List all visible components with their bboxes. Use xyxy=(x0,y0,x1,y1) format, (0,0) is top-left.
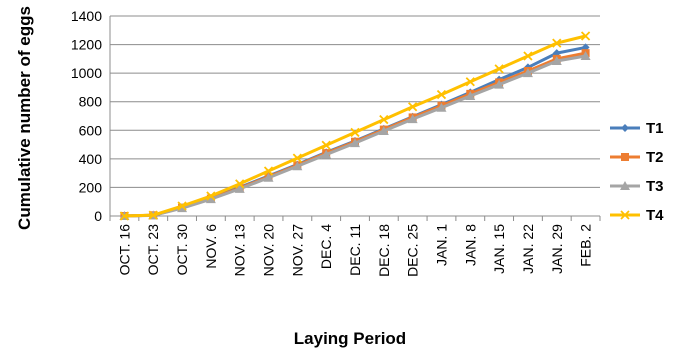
data-point xyxy=(408,102,418,112)
data-point xyxy=(436,102,447,112)
x-tick-label: DEC. 18 xyxy=(376,224,392,277)
y-tick-labels: 0 200 400 600 800 1000 1200 1400 xyxy=(71,8,102,224)
data-point xyxy=(235,179,245,189)
x-tick-label: OCT. 30 xyxy=(174,224,190,276)
y-tick-label: 0 xyxy=(94,208,102,224)
series-line xyxy=(124,54,586,218)
data-point xyxy=(620,210,630,220)
data-point xyxy=(465,77,475,87)
data-point xyxy=(148,210,158,220)
data-point xyxy=(205,194,216,204)
data-point xyxy=(580,51,591,60)
x-tick-label: OCT. 16 xyxy=(116,224,132,276)
y-tick-label: 600 xyxy=(79,122,103,138)
x-axis-title: Laying Period xyxy=(294,329,406,348)
y-tick-label: 1000 xyxy=(71,65,102,81)
x-tick-label: JAN. 15 xyxy=(491,224,507,274)
series-t4 xyxy=(119,31,591,221)
data-point xyxy=(206,191,216,201)
axes xyxy=(109,16,601,221)
data-point xyxy=(494,79,505,89)
legend-item-t1: T1 xyxy=(610,120,664,137)
legend-item-t2: T2 xyxy=(610,149,664,166)
data-point xyxy=(407,114,418,124)
data-point xyxy=(263,172,274,182)
x-tick-label: NOV. 13 xyxy=(232,224,248,277)
x-tick-label: DEC. 25 xyxy=(405,224,421,277)
y-tick-label: 800 xyxy=(79,94,103,110)
data-point xyxy=(621,124,629,132)
data-point xyxy=(321,140,331,150)
data-point xyxy=(234,183,245,193)
data-point xyxy=(465,91,476,100)
series-line xyxy=(124,34,586,218)
legend-item-t3: T3 xyxy=(610,178,664,195)
data-point xyxy=(292,153,302,163)
legend: T1 T2 T3 T4 xyxy=(610,120,664,224)
legend-label: T4 xyxy=(646,207,664,224)
y-tick-label: 1400 xyxy=(71,8,102,24)
legend-label: T1 xyxy=(646,120,664,137)
data-point xyxy=(379,114,389,125)
series-lines xyxy=(119,31,591,221)
series-t3 xyxy=(119,51,591,220)
data-point xyxy=(263,166,274,176)
data-point xyxy=(494,64,504,74)
x-tick-label: JAN. 8 xyxy=(462,224,478,266)
series-t2 xyxy=(120,49,590,220)
x-tick-label: NOV. 20 xyxy=(261,224,277,277)
data-point xyxy=(552,38,562,48)
x-tick-label: DEC. 4 xyxy=(318,224,334,269)
y-axis-title: Cumulative number of eggs xyxy=(15,6,34,230)
x-tick-label: JAN. 29 xyxy=(549,224,565,274)
x-tick-labels: OCT. 16 OCT. 23 OCT. 30 NOV. 6 NOV. 13 NOV. 2… xyxy=(116,224,593,277)
x-tick-label: FEB. 2 xyxy=(578,224,594,267)
data-point xyxy=(321,149,332,159)
x-tick-label: DEC. 11 xyxy=(347,224,363,276)
legend-item-t4: T4 xyxy=(610,207,664,224)
gridlines xyxy=(110,15,600,217)
data-point xyxy=(436,89,447,100)
y-tick-label: 200 xyxy=(79,179,103,195)
data-point xyxy=(523,51,533,61)
y-tick-label: 1200 xyxy=(71,37,102,53)
x-tick-label: NOV. 27 xyxy=(289,224,305,277)
data-point xyxy=(580,31,591,41)
x-tick-label: JAN. 22 xyxy=(520,224,536,274)
data-point xyxy=(551,56,562,65)
y-tick-label: 400 xyxy=(79,151,103,167)
x-tick-label: OCT. 23 xyxy=(145,224,161,276)
x-tick-label: NOV. 6 xyxy=(203,224,219,269)
legend-label: T3 xyxy=(646,178,664,195)
data-point xyxy=(350,127,360,138)
data-point xyxy=(119,211,130,221)
data-point xyxy=(177,201,187,211)
data-point xyxy=(620,181,630,190)
x-tick-label: JAN. 1 xyxy=(433,224,449,266)
data-point xyxy=(292,161,303,171)
data-point xyxy=(378,126,389,135)
legend-label: T2 xyxy=(646,149,664,166)
data-point xyxy=(177,203,188,213)
data-point xyxy=(621,153,629,161)
data-point xyxy=(522,68,533,78)
data-point xyxy=(350,138,360,148)
